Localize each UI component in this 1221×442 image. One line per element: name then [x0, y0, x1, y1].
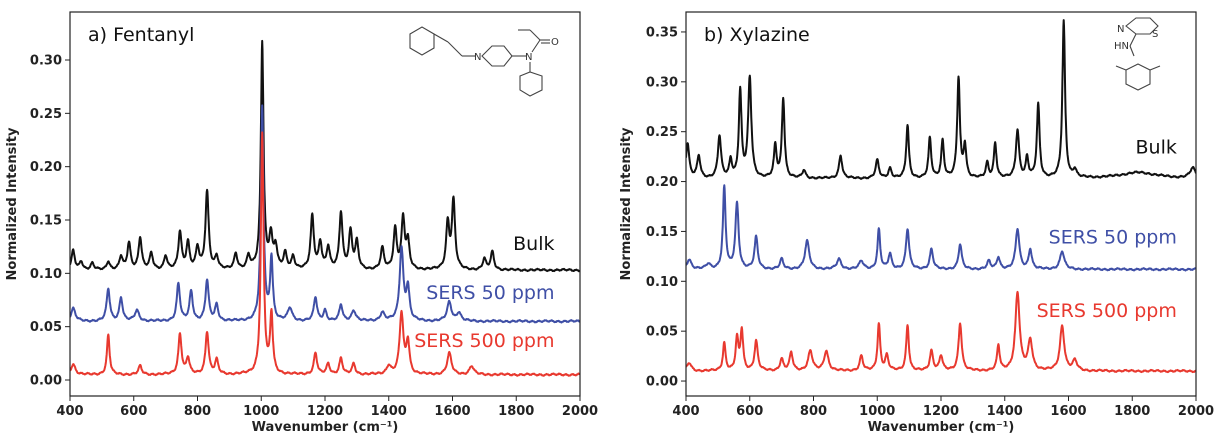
panel-fentanyl: 400 600 800 1000 1200 1400 1600 1800 2000 0.00 0.0… [5, 11, 598, 435]
series-label-sers-50-ppm: SERS 50 ppm [1049, 226, 1177, 248]
xylazine-atom-n: N [1117, 24, 1124, 35]
fentanyl-structure-image: N N O [409, 26, 559, 97]
y-tick-label: 0.20 [646, 175, 678, 190]
panel-title: b) Xylazine [704, 24, 810, 46]
x-tick-label: 800 [800, 404, 827, 419]
x-tick-label: 1800 [1114, 404, 1150, 419]
y-axis-label: Normalized Intensity [5, 127, 20, 280]
y-tick-label: 0.15 [646, 225, 678, 240]
x-tick-label: 400 [56, 404, 83, 419]
x-tick-label: 800 [184, 404, 211, 419]
y-tick-label: 0.10 [646, 275, 678, 290]
x-tick-label: 2000 [1178, 404, 1214, 419]
y-tick-label: 0.35 [646, 25, 678, 40]
x-tick-label: 1000 [859, 404, 895, 419]
y-tick-label: 0.10 [30, 267, 62, 282]
series-label-bulk: Bulk [513, 233, 554, 255]
x-tick-label: 600 [120, 404, 147, 419]
x-tick-label: 400 [672, 404, 699, 419]
y-tick-label: 0.05 [30, 320, 62, 335]
series-line-sers-50-ppm [686, 184, 1196, 272]
xylazine-atom-hn: HN [1114, 41, 1129, 52]
fentanyl-atom-o: O [551, 37, 559, 48]
series-line-bulk [70, 39, 580, 273]
x-tick-label: 1400 [987, 404, 1023, 419]
series-line-sers-500-ppm [686, 290, 1196, 374]
x-tick-label: 2000 [562, 404, 598, 419]
y-tick-label: 0.15 [30, 214, 62, 229]
series-label-sers-500-ppm: SERS 500 ppm [414, 330, 554, 352]
y-tick-label: 0.20 [30, 160, 62, 175]
panel-xylazine: 400 600 800 1000 1200 1400 1600 1800 2000 0.00 0.0… [619, 11, 1214, 435]
x-axis-label: Wavenumber (cm⁻¹) [252, 420, 399, 435]
series-line-sers-50-ppm [70, 104, 580, 324]
x-tick-label: 1200 [923, 404, 959, 419]
x-axis-label: Wavenumber (cm⁻¹) [868, 420, 1015, 435]
y-axis-label: Normalized Intensity [619, 127, 634, 280]
series-line-sers-500-ppm [70, 131, 580, 377]
series-label-sers-500-ppm: SERS 500 ppm [1037, 300, 1177, 322]
x-tick-label: 1600 [1050, 404, 1086, 419]
y-tick-label: 0.30 [646, 75, 678, 90]
y-tick-label: 0.30 [30, 54, 62, 69]
x-tick-label: 600 [736, 404, 763, 419]
x-tick-label: 1800 [498, 404, 534, 419]
y-tick-label: 0.00 [646, 375, 678, 390]
y-tick-label: 0.25 [30, 107, 62, 122]
y-tick-label: 0.25 [646, 125, 678, 140]
series-line-bulk [686, 19, 1196, 180]
xylazine-atom-s: S [1152, 29, 1158, 40]
xylazine-structure-image: N HN S [1114, 17, 1161, 91]
series-label-sers-50-ppm: SERS 50 ppm [426, 282, 554, 304]
x-tick-label: 1000 [243, 404, 279, 419]
x-tick-label: 1400 [371, 404, 407, 419]
plot-frame [685, 11, 1197, 397]
fentanyl-atom-n1: N [474, 52, 481, 63]
panel-title: a) Fentanyl [88, 24, 194, 46]
fentanyl-atom-n2: N [525, 52, 532, 63]
x-tick-label: 1600 [434, 404, 470, 419]
y-tick-label: 0.00 [30, 374, 62, 389]
series-label-bulk: Bulk [1136, 137, 1177, 159]
x-tick-label: 1200 [307, 404, 343, 419]
y-tick-label: 0.05 [646, 325, 678, 340]
